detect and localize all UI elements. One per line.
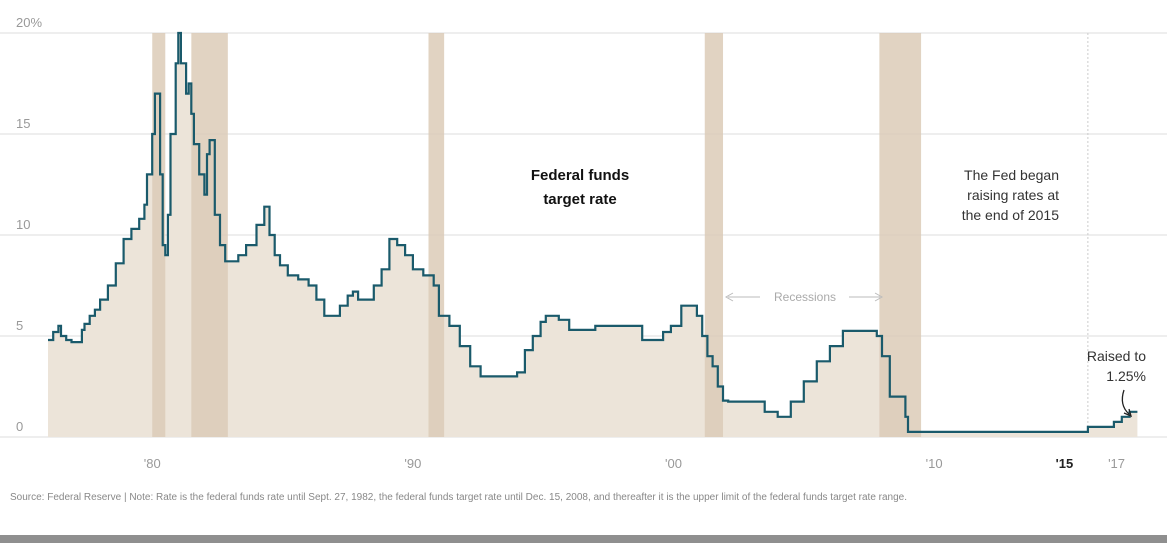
- recessions-label: Recessions: [774, 290, 836, 304]
- bottom-rule: [0, 535, 1167, 543]
- x-tick-label-2017: '17: [1108, 456, 1125, 471]
- fed-note-line-3: the end of 2015: [962, 207, 1060, 223]
- chart-title-line-2: target rate: [543, 191, 616, 208]
- x-tick-label-2000: '00: [665, 456, 682, 471]
- source-note: Source: Federal Reserve | Note: Rate is …: [10, 492, 908, 503]
- x-tick-label-2010: '10: [926, 456, 943, 471]
- fed-note-line-2: raising rates at: [967, 187, 1059, 203]
- recession-band-3: [428, 33, 445, 437]
- recession-band-2: [191, 33, 228, 437]
- recession-bands: [152, 33, 922, 437]
- x-tick-label-1980: '80: [144, 456, 161, 471]
- recession-band-4: [704, 33, 724, 437]
- rate-line-group: [48, 31, 1138, 433]
- fed-note-line-1: The Fed began: [964, 167, 1059, 183]
- y-tick-label-5: 5: [16, 318, 23, 333]
- rate-line: [48, 31, 1138, 433]
- fed-funds-chart: 0 5 10 15 20% '80 '90 '00 '10 '15 '17 Federal fun…: [0, 15, 1167, 471]
- y-axis-ticks: 0 5 10 15 20%: [16, 15, 42, 434]
- y-tick-label-0: 0: [16, 419, 23, 434]
- recession-arrow-right-head: [874, 292, 884, 302]
- y-tick-label-15: 15: [16, 116, 30, 131]
- raised-arrow-head: [1123, 408, 1133, 418]
- raised-note-line-2: 1.25%: [1106, 368, 1146, 384]
- raised-arrow: [1121, 389, 1130, 415]
- x-axis-ticks: '80 '90 '00 '10 '15 '17: [144, 456, 1125, 471]
- y-tick-label-10: 10: [16, 217, 30, 232]
- x-tick-label-2015: '15: [1056, 456, 1074, 471]
- recession-arrow-left-head: [724, 292, 734, 302]
- raised-note-line-1: Raised to: [1087, 348, 1146, 364]
- y-tick-label-20: 20%: [16, 15, 42, 30]
- area-fill: [48, 33, 1138, 437]
- annotations: Federal funds target rate The Fed began …: [531, 167, 1146, 418]
- chart-title-line-1: Federal funds: [531, 167, 629, 184]
- recession-band-5: [879, 33, 922, 437]
- x-tick-label-1990: '90: [404, 456, 421, 471]
- rate-area: [48, 33, 1138, 437]
